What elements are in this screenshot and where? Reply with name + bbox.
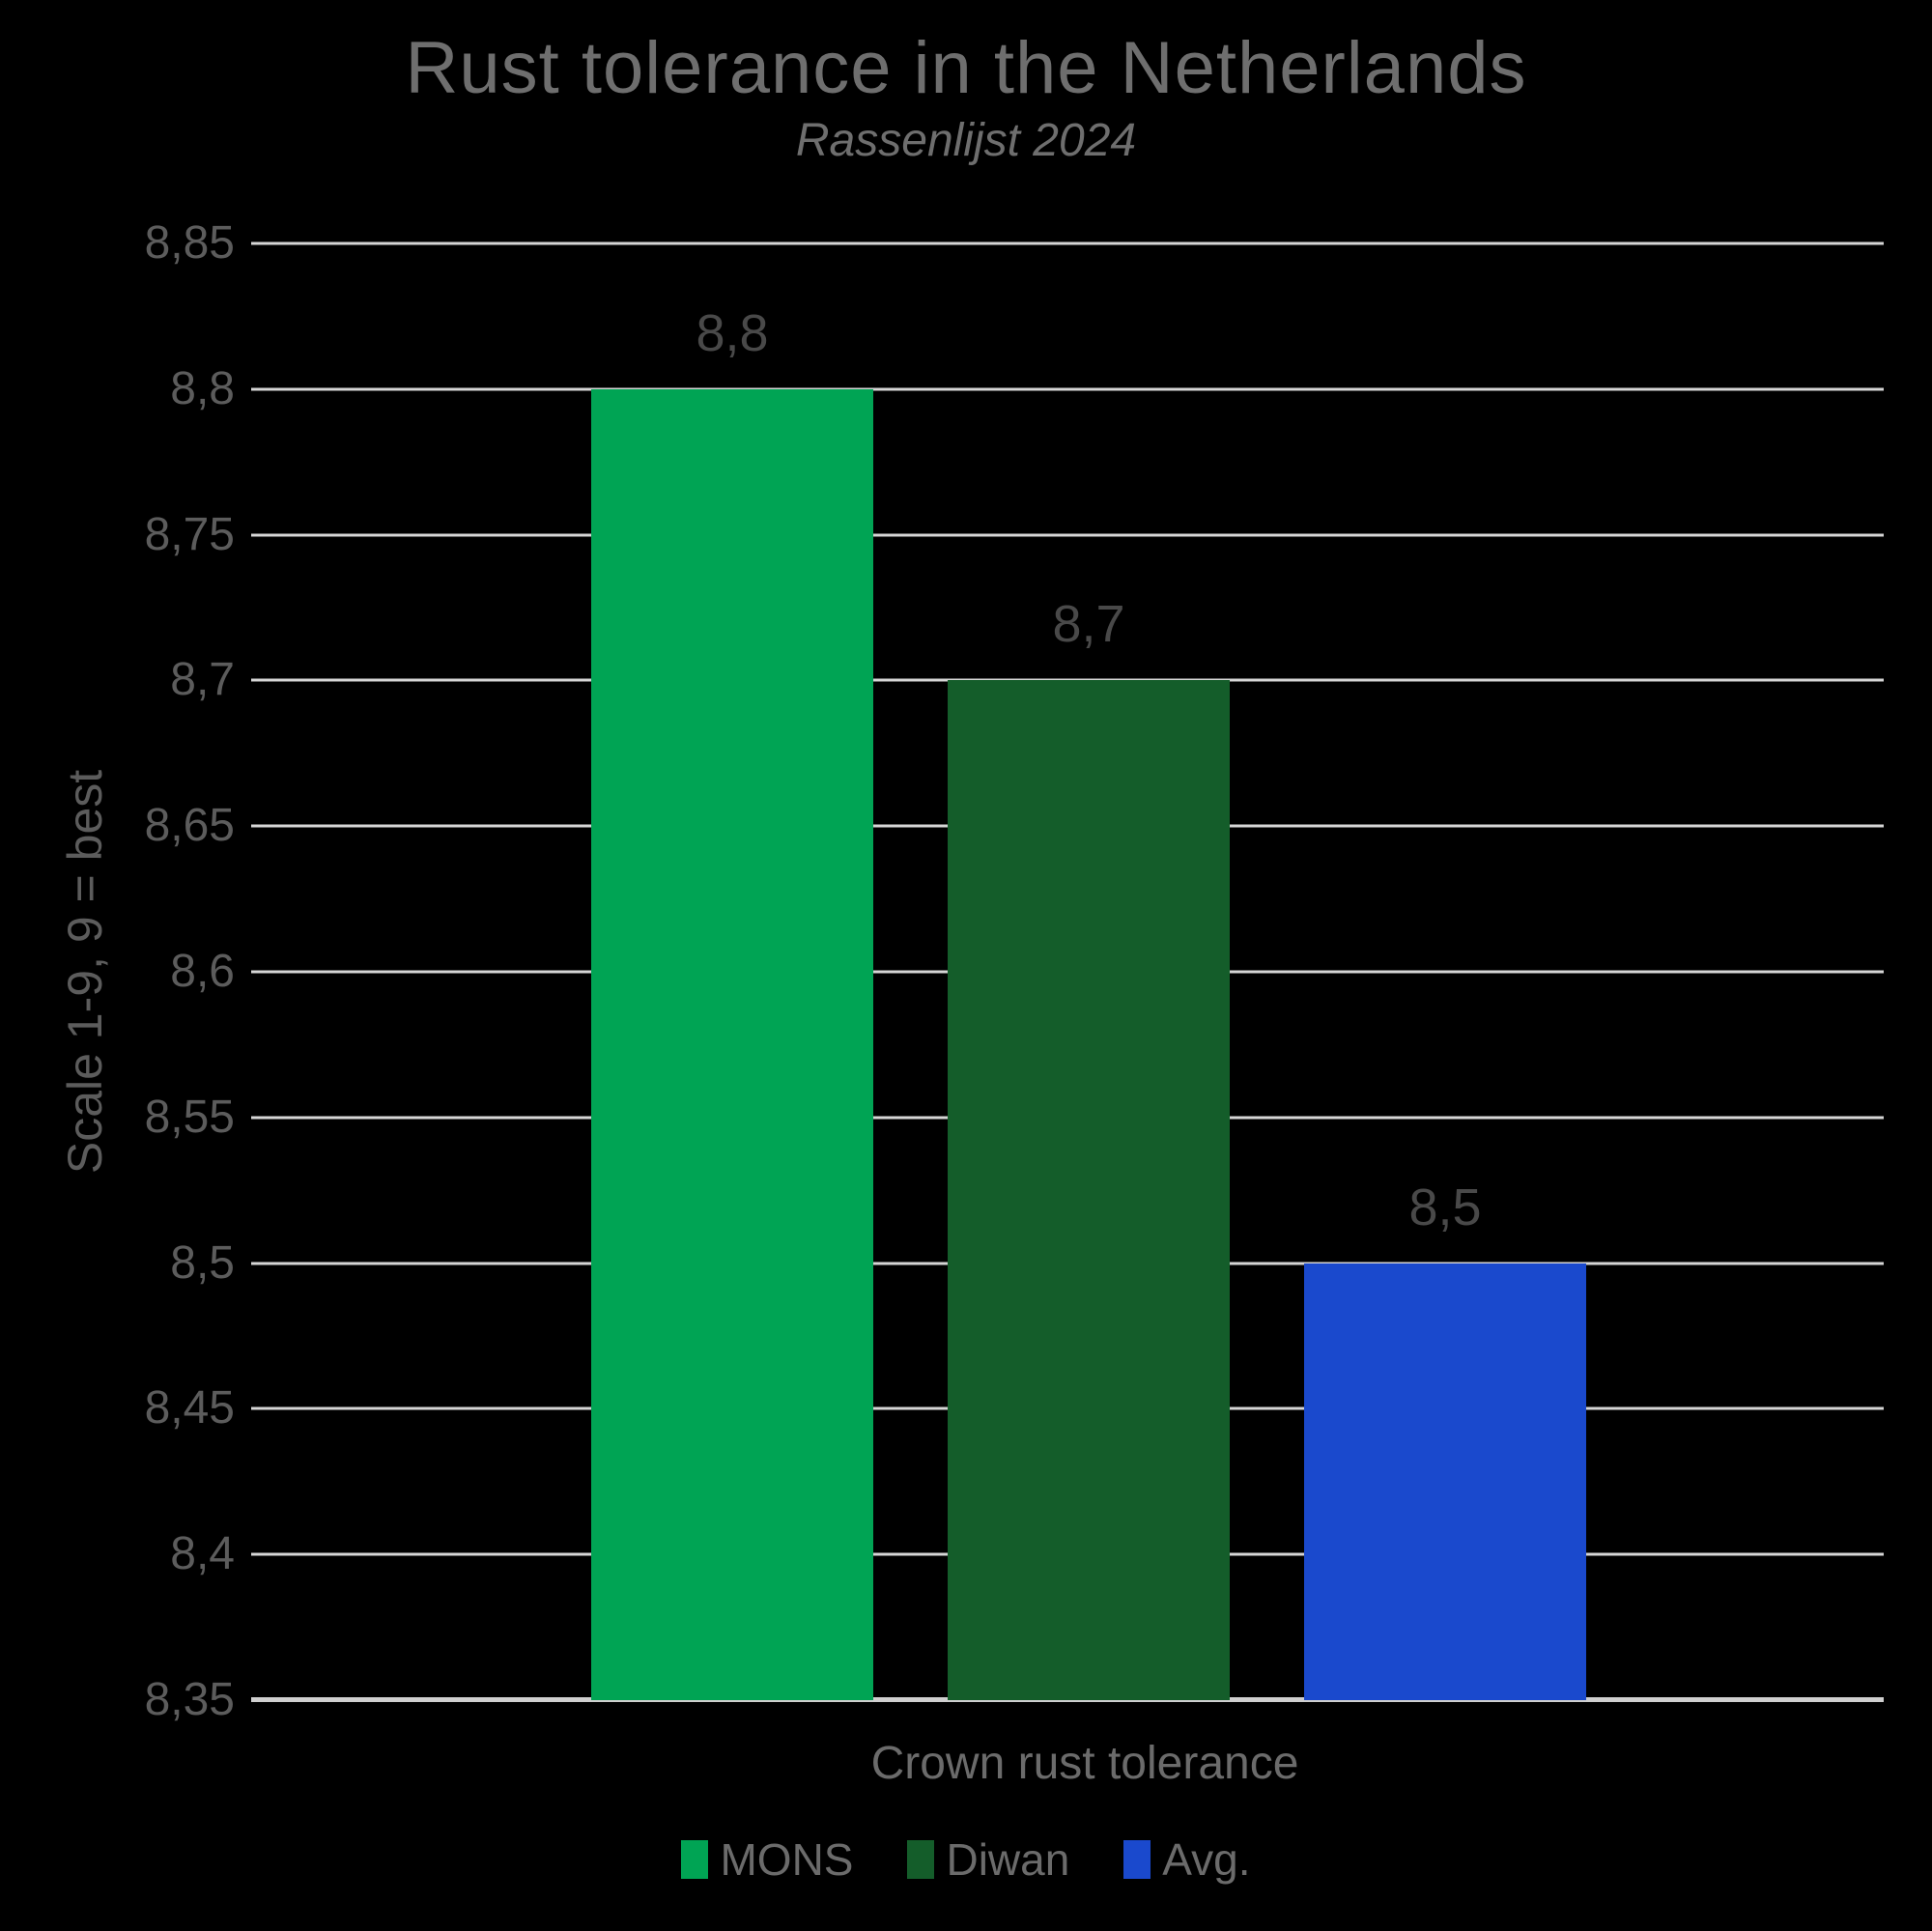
bar-avg xyxy=(1304,1263,1586,1700)
y-tick-label: 8,8 xyxy=(170,362,235,414)
y-tick-label: 8,6 xyxy=(170,946,235,997)
y-tick-label: 8,65 xyxy=(144,800,235,852)
legend-swatch-avg xyxy=(1123,1840,1151,1879)
bar-diwan xyxy=(948,680,1230,1700)
plot-area xyxy=(251,241,1884,1702)
legend-swatch-mons xyxy=(681,1840,709,1879)
y-tick-label: 8,35 xyxy=(144,1674,235,1725)
gridline xyxy=(251,387,1884,391)
bar-value-label-diwan: 8,7 xyxy=(1052,595,1125,654)
x-axis-label: Crown rust tolerance xyxy=(870,1738,1299,1789)
legend-label-diwan: Diwan xyxy=(946,1834,1070,1885)
chart-subtitle: Rassenlijst 2024 xyxy=(795,115,1137,166)
y-tick-label: 8,7 xyxy=(170,654,235,706)
legend: MONS Diwan Avg. xyxy=(0,1833,1932,1886)
y-tick-label: 8,45 xyxy=(144,1382,235,1434)
y-tick-label: 8,4 xyxy=(170,1528,235,1580)
legend-item-diwan: Diwan xyxy=(907,1833,1069,1886)
legend-item-avg: Avg. xyxy=(1123,1833,1251,1886)
gridline xyxy=(251,533,1884,537)
bar-mons xyxy=(591,388,873,1700)
y-tick-label: 8,55 xyxy=(144,1091,235,1143)
legend-label-mons: MONS xyxy=(720,1834,854,1885)
chart-title: Rust tolerance in the Netherlands xyxy=(405,27,1527,109)
bar-value-label-mons: 8,8 xyxy=(696,303,769,362)
legend-label-avg: Avg. xyxy=(1162,1834,1251,1885)
y-tick-label: 8,5 xyxy=(170,1236,235,1289)
legend-swatch-diwan xyxy=(907,1840,935,1879)
bar-value-label-avg: 8,5 xyxy=(1408,1178,1482,1236)
y-tick-label: 8,75 xyxy=(144,508,235,560)
y-tick-label: 8,85 xyxy=(144,217,235,269)
legend-item-mons: MONS xyxy=(681,1833,853,1886)
gridline xyxy=(251,241,1884,245)
